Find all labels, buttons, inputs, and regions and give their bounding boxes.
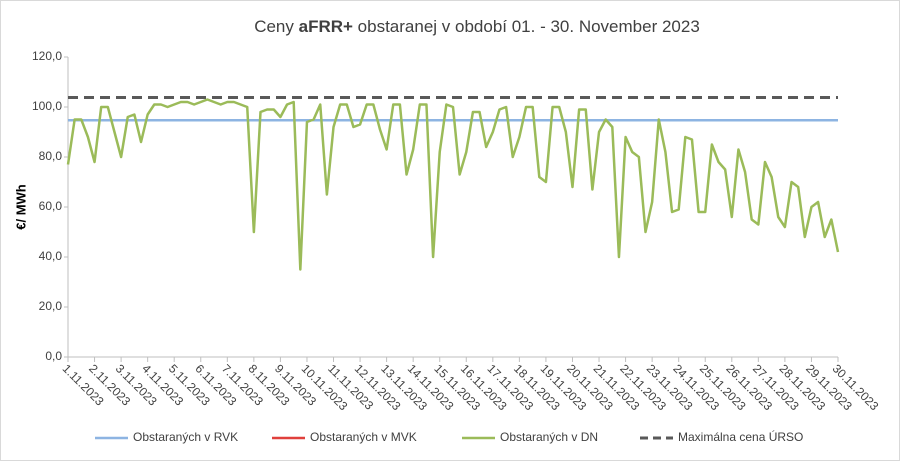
title-part: aFRR+ xyxy=(299,17,353,36)
legend-label: Obstaraných v RVK xyxy=(133,430,238,444)
y-axis-label: €/ MWh xyxy=(13,184,28,230)
series-line xyxy=(66,98,840,271)
y-tick-label: 120,0 xyxy=(32,49,62,63)
legend-label: Obstaraných v DN xyxy=(500,430,598,444)
y-tick-label: 0,0 xyxy=(45,349,62,363)
y-tick-label: 100,0 xyxy=(32,99,62,113)
chart-title: Ceny aFRR+ obstaranej v období 01. - 30.… xyxy=(254,17,700,36)
title-part: Ceny xyxy=(254,17,298,36)
y-tick-label: 80,0 xyxy=(39,149,63,163)
title-part: obstaranej v období 01. - 30. November 2… xyxy=(353,17,700,36)
legend-label: Obstaraných v MVK xyxy=(310,430,417,444)
legend-label: Maximálna cena ÚRSO xyxy=(678,429,803,444)
y-tick-label: 60,0 xyxy=(39,199,63,213)
y-tick-label: 40,0 xyxy=(39,249,63,263)
y-tick-label: 20,0 xyxy=(39,299,63,313)
